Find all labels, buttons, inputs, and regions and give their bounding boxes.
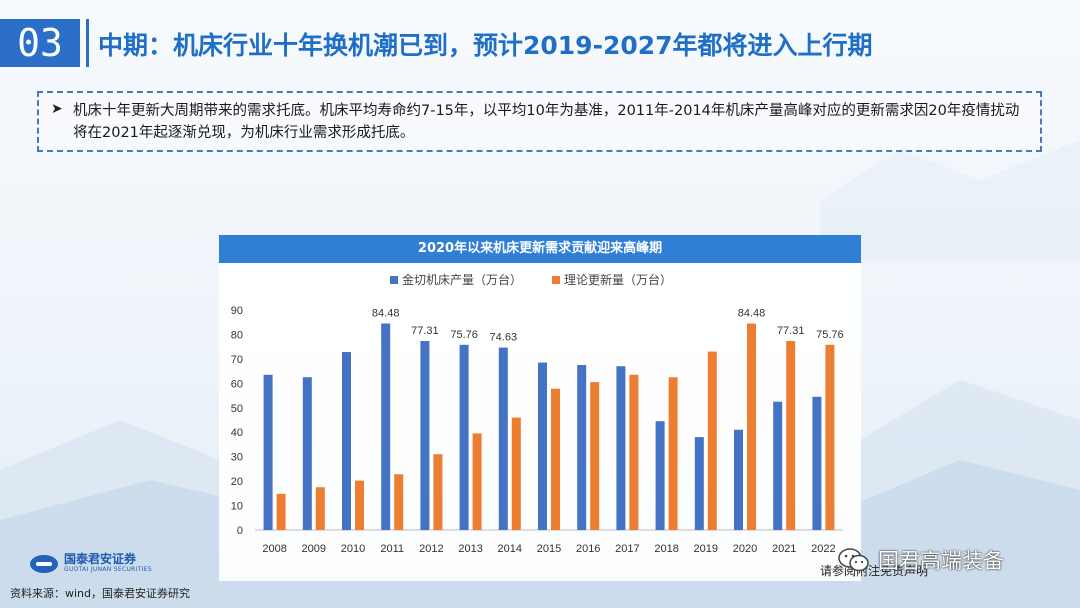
watermark-text: 国君高端装备 [878,549,1004,573]
bar-production [538,362,547,530]
bullet-box: ➤ 机床十年更新大周期带来的需求托底。机床平均寿命约7-15年，以平均10年为基… [37,91,1042,152]
bar-renewal [433,454,443,530]
bar-renewal [472,433,482,530]
data-label: 84.48 [372,307,400,319]
bar-renewal [276,493,286,530]
bar-chart: 0 10 20 30 40 50 60 70 80 90 2008 2009 2010 2011 2012 2… [231,272,844,555]
x-tick-label: 2016 [576,543,600,555]
y-tick-label: 50 [231,403,243,415]
data-label: 77.31 [777,325,805,337]
bar-renewal [747,323,756,530]
y-tick-label: 20 [231,476,243,488]
bar-production [812,396,822,530]
x-tick-label: 2008 [262,543,286,555]
bar-renewal [355,480,364,530]
x-tick-label: 2017 [615,543,639,555]
bar-renewal [394,474,404,530]
data-label: 75.76 [450,329,478,341]
x-tick-label: 2014 [498,543,522,555]
y-tick-label: 10 [231,501,243,513]
bar-production [498,347,508,530]
bar-renewal [629,374,639,530]
legend-label: 理论更新量（万台） [564,272,672,287]
y-tick-label: 90 [231,305,243,317]
x-tick-label: 2012 [419,543,443,555]
logo-mark-icon [30,554,58,573]
page-title: 中期：机床行业十年换机潮已到，预计2019-2027年都将进入上行期 [98,31,873,60]
data-label: 84.48 [738,307,766,319]
bar-renewal [668,377,678,530]
data-label: 74.63 [490,332,518,344]
legend-swatch [552,276,560,284]
company-logo: 国泰君安证券 GUOTAI JUNAN SECURITIES [30,553,152,574]
arrow-bullet-icon: ➤ [51,101,63,117]
bar-renewal [825,344,835,530]
bar-renewal [511,417,521,530]
bar-production [734,429,743,530]
x-tick-label: 2018 [654,543,678,555]
bar-production [616,366,626,530]
bar-renewal [707,351,717,530]
bar-renewal [590,382,600,530]
bar-production [342,352,351,530]
header-divider [86,19,89,67]
x-tick-label: 2019 [694,543,718,555]
data-label: 75.76 [816,329,844,341]
watermark: 国君高端装备 [838,545,1004,575]
logo-name-cn: 国泰君安证券 [64,552,137,566]
y-tick-label: 40 [231,427,243,439]
bullet-text: 机床十年更新大周期带来的需求托底。机床平均寿命约7-15年，以平均10年为基准，… [73,103,1020,141]
y-tick-label: 0 [237,525,243,537]
legend-label: 金切机床产量（万台） [402,272,522,287]
bar-production [577,365,587,530]
data-label: 77.31 [411,325,439,337]
disclaimer-note: 请参阅附注免责声明 [820,564,929,578]
bar-renewal [551,388,560,530]
bar-production [773,401,783,530]
chart-title: 2020年以来机床更新需求贡献迎来高峰期 [219,235,861,263]
bar-production [420,341,430,530]
legend-swatch [390,276,398,284]
bar-renewal [315,487,325,530]
x-tick-label: 2011 [380,543,404,555]
logo-name-en: GUOTAI JUNAN SECURITIES [64,566,152,573]
x-tick-label: 2020 [733,543,757,555]
x-tick-label: 2010 [341,543,365,555]
bar-production [694,437,704,530]
section-number: 03 [0,19,80,67]
y-tick-label: 30 [231,452,243,464]
x-tick-label: 2015 [537,543,561,555]
y-tick-label: 70 [231,354,243,366]
bar-production [263,374,273,530]
x-tick-label: 2022 [811,543,835,555]
bar-renewal [786,341,796,530]
y-tick-label: 80 [231,329,243,341]
wechat-icon [838,548,869,572]
bar-production [381,323,391,530]
x-tick-label: 2021 [772,543,796,555]
bar-production [655,421,665,530]
bar-production [459,344,469,530]
x-tick-label: 2009 [302,543,326,555]
y-tick-label: 60 [231,378,243,390]
source-note: 资料来源：wind，国泰君安证券研究 [10,587,191,600]
x-tick-label: 2013 [458,543,482,555]
bar-production [302,377,312,530]
